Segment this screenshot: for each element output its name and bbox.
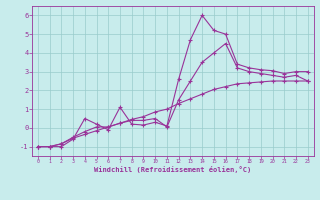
X-axis label: Windchill (Refroidissement éolien,°C): Windchill (Refroidissement éolien,°C) xyxy=(94,166,252,173)
